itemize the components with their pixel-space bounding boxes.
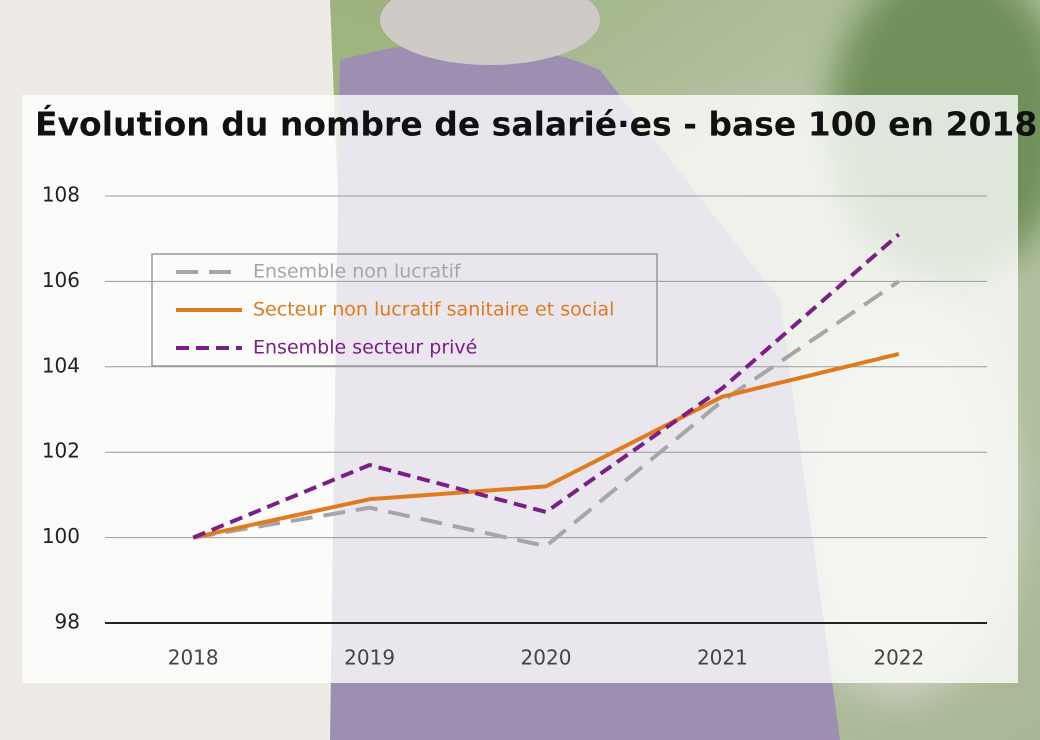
x-tick-label: 2021 <box>697 646 748 670</box>
chart-title: Évolution du nombre de salarié·es - base… <box>35 104 1037 144</box>
x-tick-label: 2018 <box>168 646 219 670</box>
legend-label: Ensemble non lucratif <box>253 261 462 283</box>
legend-label: Ensemble secteur privé <box>253 337 477 359</box>
x-tick-label: 2019 <box>344 646 395 670</box>
series-line <box>192 352 900 540</box>
series-line <box>192 279 900 549</box>
y-tick-label: 98 <box>55 610 80 634</box>
legend-box <box>151 253 658 367</box>
series-line <box>192 232 901 540</box>
legend-label: Secteur non lucratif sanitaire et social <box>253 299 614 321</box>
y-tick-label: 104 <box>42 353 80 377</box>
legend: Ensemble non lucratif Secteur non lucrati… <box>151 253 658 367</box>
y-tick-label: 108 <box>42 183 80 207</box>
y-tick-label: 106 <box>42 268 80 292</box>
x-tick-label: 2020 <box>521 646 572 670</box>
x-tick-label: 2022 <box>873 646 924 670</box>
plot-area: 98 100 102 104 106 108 2018 2019 2020 2021 2022 Ens… <box>42 183 987 670</box>
y-tick-label: 102 <box>42 439 80 463</box>
chart-panel <box>22 95 1018 683</box>
y-tick-label: 100 <box>42 524 80 548</box>
